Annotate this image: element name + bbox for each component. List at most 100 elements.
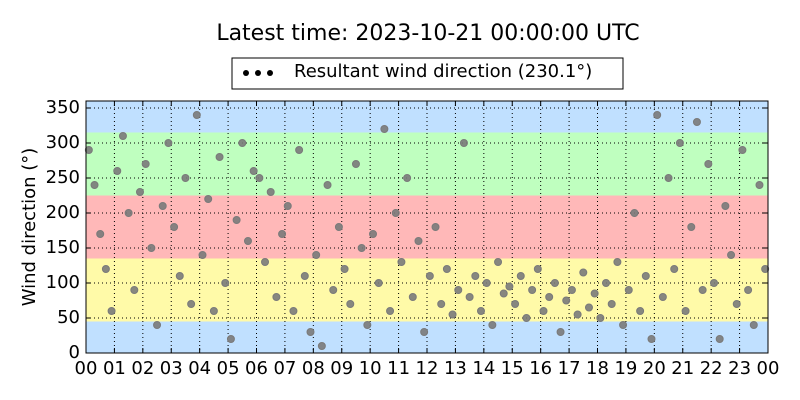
point [351,160,360,168]
point [454,286,463,294]
point [482,279,491,287]
x-tick-label: 21 [671,358,694,379]
point [255,174,264,182]
point [641,272,650,280]
point [465,293,474,301]
point [346,300,355,308]
point [664,174,673,182]
point [550,279,559,287]
point [431,223,440,231]
point [147,244,156,252]
point [124,209,133,217]
point [118,132,127,140]
point [101,265,110,273]
point [164,139,173,147]
point [584,303,593,312]
point [135,188,144,196]
point [494,258,503,266]
point [283,202,292,210]
point [408,293,417,301]
point [84,146,93,154]
x-tick-label: 19 [614,358,637,379]
point [596,314,605,322]
point [573,310,582,319]
point [153,321,162,329]
point [624,286,633,294]
point [334,223,343,231]
point [710,279,719,287]
point [613,258,622,266]
point [505,282,514,291]
point [414,237,423,245]
point [476,307,485,315]
y-tick-label: 200 [46,202,80,223]
point [261,258,270,266]
point [397,258,406,266]
y-tick-label: 150 [46,237,80,258]
point [619,321,628,329]
point [249,167,258,175]
point [266,188,275,196]
point [533,265,542,273]
legend-box [231,57,624,90]
point [567,286,576,294]
point [528,286,537,294]
point [300,272,309,280]
point [238,139,247,147]
point [329,286,338,294]
point [323,181,332,189]
y-tick-label: 100 [46,272,80,293]
point [243,237,252,245]
point [721,202,730,210]
point [727,251,736,259]
point [636,307,645,315]
point [761,265,770,273]
point [749,321,758,329]
point [386,307,395,315]
y-tick-label: 50 [57,307,80,328]
point [96,230,105,238]
point [687,223,696,231]
x-tick-label: 00 [757,358,780,379]
point [437,300,446,308]
x-tick-label: 16 [529,358,552,379]
point [698,286,707,294]
point [744,286,753,294]
x-tick-label: 00 [75,358,98,379]
point [374,279,383,287]
point [181,174,190,182]
point [380,125,389,133]
point [556,328,565,336]
x-tick-label: 05 [217,358,240,379]
point [391,209,400,217]
legend-marker [255,70,261,76]
y-tick-label: 250 [46,167,80,188]
point [488,321,497,329]
x-tick-label: 08 [302,358,325,379]
point [681,307,690,315]
point [658,293,667,301]
point [232,216,241,224]
point [312,251,321,259]
point [516,272,525,280]
x-tick-label: 06 [245,358,268,379]
point [420,328,429,336]
point [442,265,451,273]
legend: Resultant wind direction (230.1°) [243,61,592,82]
point [192,111,201,119]
point [107,307,116,315]
point [448,310,457,319]
x-tick-label: 01 [103,358,126,379]
y-tick-label: 0 [69,342,80,363]
point [590,289,599,298]
point [306,328,315,336]
point [653,111,662,119]
point [715,335,724,343]
point [215,153,224,161]
point [471,272,480,280]
x-tick-label: 11 [387,358,410,379]
x-tick-label: 09 [330,358,353,379]
legend-marker [243,70,249,76]
y-tick-label: 350 [46,97,80,118]
point [647,335,656,343]
